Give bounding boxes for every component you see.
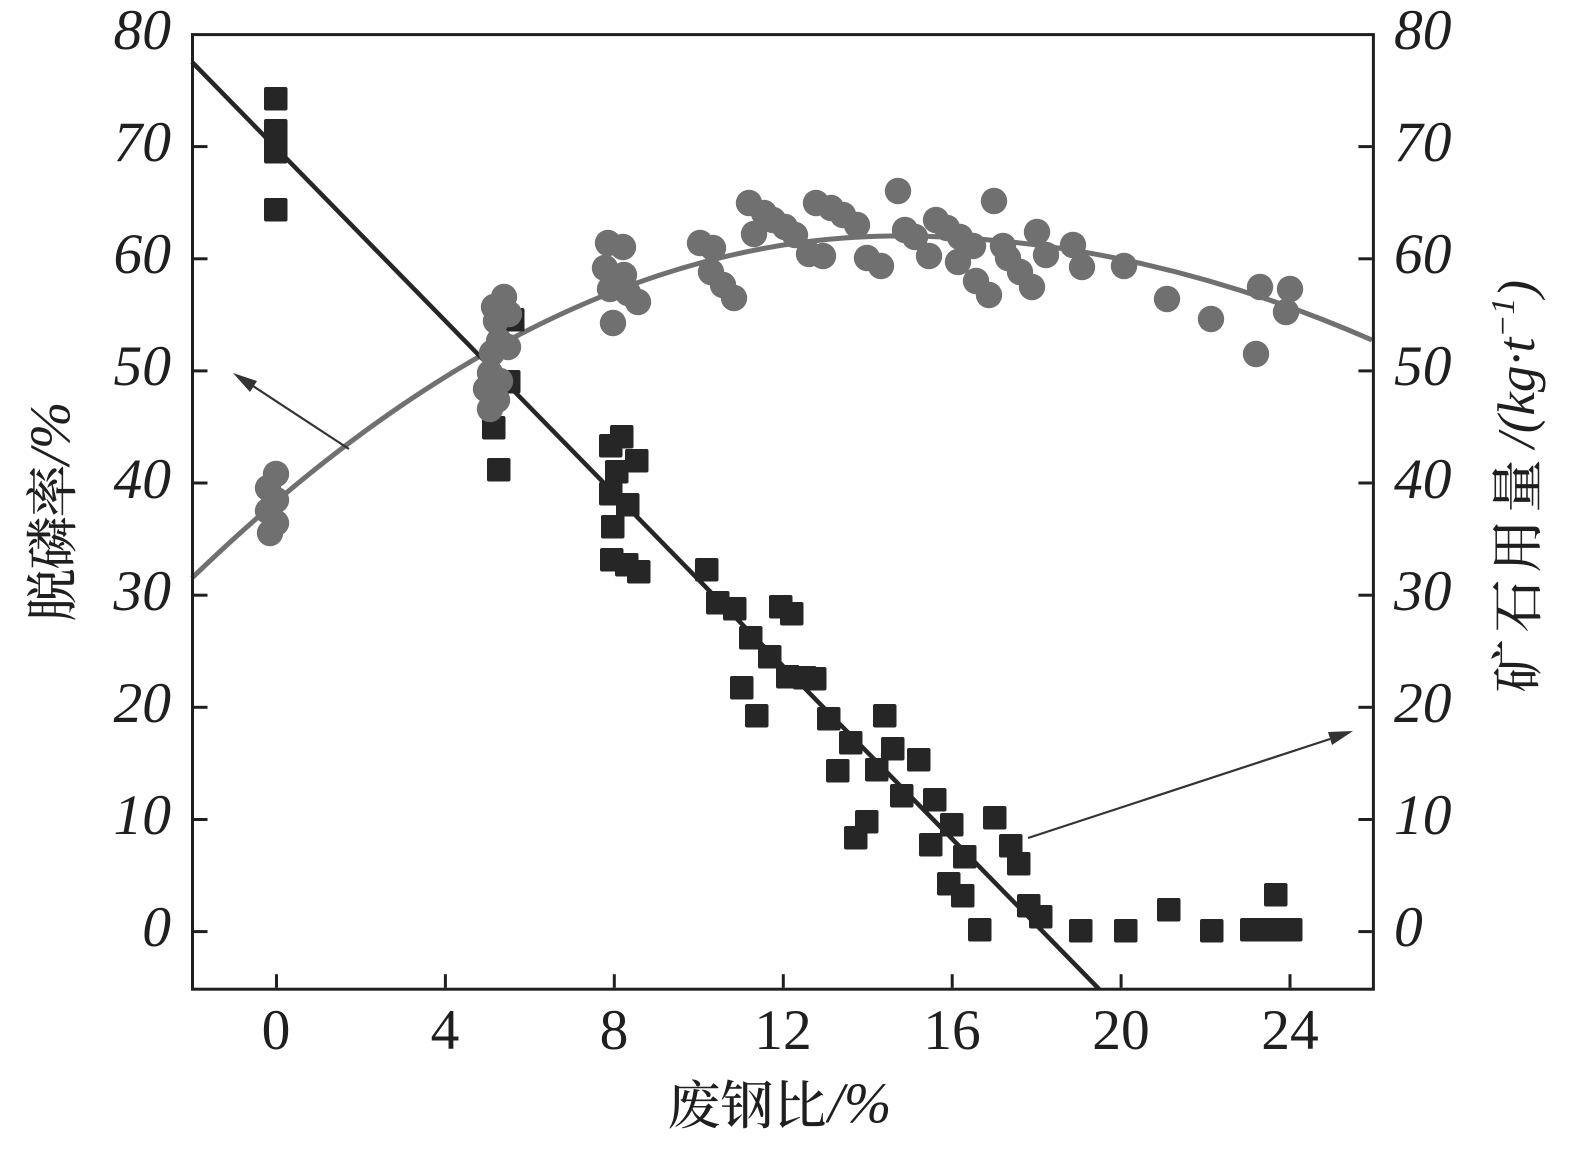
- svg-text:/%: /%: [825, 1072, 891, 1135]
- svg-text:20: 20: [1092, 999, 1150, 1062]
- svg-text:12: 12: [754, 999, 812, 1062]
- svg-text:60: 60: [114, 223, 172, 286]
- svg-text:80: 80: [114, 0, 172, 62]
- svg-text:16: 16: [923, 999, 981, 1062]
- svg-text:30: 30: [1393, 560, 1452, 623]
- svg-text:50: 50: [114, 335, 172, 398]
- svg-text:20: 20: [1394, 672, 1452, 735]
- svg-text:70: 70: [114, 111, 172, 174]
- svg-text:0: 0: [262, 999, 291, 1062]
- svg-text:4: 4: [431, 999, 460, 1062]
- svg-text:40: 40: [1394, 448, 1452, 511]
- svg-text:10: 10: [114, 784, 172, 847]
- svg-text:8: 8: [600, 999, 629, 1062]
- svg-text:20: 20: [114, 672, 172, 735]
- svg-text:24: 24: [1261, 999, 1319, 1062]
- svg-text:50: 50: [1394, 335, 1452, 398]
- svg-text:70: 70: [1394, 111, 1452, 174]
- svg-text:40: 40: [114, 448, 172, 511]
- svg-text:60: 60: [1394, 223, 1452, 286]
- svg-text:0: 0: [1394, 896, 1423, 959]
- svg-text:80: 80: [1394, 0, 1452, 62]
- svg-text:10: 10: [1394, 784, 1452, 847]
- svg-text:30: 30: [113, 560, 172, 623]
- svg-text:0: 0: [142, 896, 171, 959]
- svg-text:/%: /%: [19, 402, 82, 468]
